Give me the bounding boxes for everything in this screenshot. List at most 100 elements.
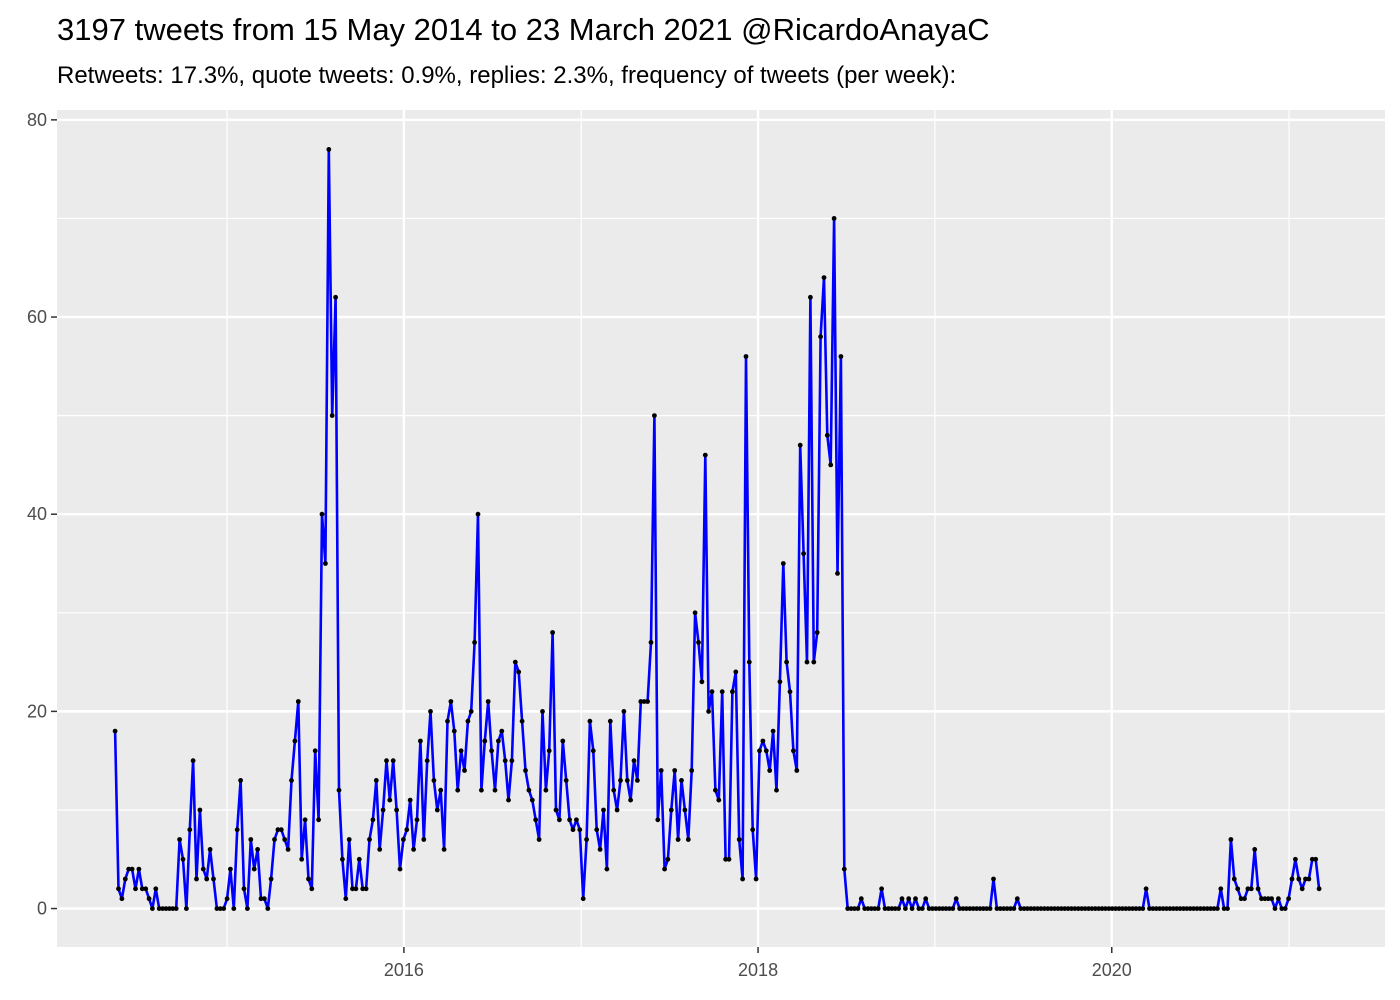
data-point [567, 817, 572, 823]
data-point [987, 906, 993, 911]
data-point [231, 906, 237, 911]
data-point [428, 709, 433, 714]
data-point [485, 699, 491, 704]
data-point [580, 896, 586, 902]
data-point [1299, 886, 1305, 892]
data-point [363, 886, 369, 892]
data-point [923, 896, 929, 902]
data-point [122, 876, 128, 882]
data-point [1086, 906, 1091, 911]
data-point [1248, 886, 1254, 892]
data-point [153, 886, 159, 892]
data-point [197, 807, 203, 813]
data-point [1245, 886, 1251, 892]
data-point [997, 906, 1003, 911]
data-point [1296, 876, 1302, 882]
data-point [340, 856, 345, 862]
plot-panel [57, 110, 1385, 947]
data-point [492, 787, 498, 793]
data-point [855, 906, 861, 911]
data-point [780, 561, 786, 566]
data-point [906, 896, 912, 902]
data-point [967, 906, 973, 911]
data-point [1004, 906, 1010, 911]
data-point [872, 906, 878, 911]
data-point [750, 827, 756, 833]
data-point [1045, 906, 1051, 911]
data-point [974, 906, 979, 911]
data-point [618, 778, 623, 783]
data-point [991, 876, 996, 882]
data-point [346, 837, 352, 842]
data-point [536, 837, 542, 842]
data-point [390, 758, 396, 764]
data-point [841, 866, 847, 872]
data-point [316, 817, 321, 823]
data-point [1215, 906, 1220, 911]
data-point [1286, 896, 1291, 902]
data-point [584, 837, 589, 842]
data-point [791, 748, 796, 754]
data-point [1092, 906, 1098, 911]
data-point [716, 797, 722, 803]
data-point [143, 886, 149, 892]
data-point [299, 856, 305, 862]
data-point [1069, 906, 1074, 911]
data-point [702, 452, 708, 458]
data-point [557, 817, 562, 823]
data-point [614, 807, 620, 813]
data-point [1126, 906, 1132, 911]
data-point [445, 718, 450, 724]
data-point [1221, 906, 1227, 911]
data-point [862, 906, 868, 911]
data-point [709, 689, 715, 695]
data-point [706, 709, 711, 714]
data-point [882, 906, 888, 911]
data-point [1194, 906, 1200, 911]
data-point [329, 413, 335, 418]
data-point [875, 906, 881, 911]
data-point [1018, 906, 1024, 911]
y-tick-label: 20 [27, 701, 47, 721]
data-point [1143, 886, 1149, 892]
data-point [713, 787, 718, 793]
data-point [1055, 906, 1061, 911]
data-point [411, 847, 416, 852]
data-point [689, 768, 695, 773]
data-point [1123, 906, 1129, 911]
data-point [1303, 876, 1308, 882]
data-point [1116, 906, 1122, 911]
data-point [696, 640, 701, 645]
data-point [499, 728, 505, 734]
data-point [601, 807, 606, 813]
data-point [587, 718, 593, 724]
data-point [767, 768, 773, 773]
data-point [540, 709, 545, 714]
data-point [607, 718, 613, 724]
data-point [1265, 896, 1271, 902]
data-point [173, 906, 179, 911]
data-point [441, 847, 447, 852]
data-point [675, 837, 681, 842]
data-point [150, 906, 155, 911]
data-point [1130, 906, 1135, 911]
data-point [333, 294, 338, 300]
data-point [957, 906, 962, 911]
data-point [1079, 906, 1085, 911]
data-point [1262, 896, 1268, 902]
data-point [699, 679, 705, 685]
data-point [926, 906, 932, 911]
data-point [353, 886, 359, 892]
data-point [604, 866, 610, 872]
data-point [509, 758, 515, 764]
data-point [1109, 906, 1115, 911]
data-point [373, 778, 379, 783]
data-point [502, 758, 508, 764]
data-point [1174, 906, 1180, 911]
data-point [194, 876, 199, 882]
data-point [234, 827, 240, 833]
data-point [282, 837, 288, 842]
data-point [1075, 906, 1081, 911]
data-point [370, 817, 376, 823]
data-point [1198, 906, 1203, 911]
